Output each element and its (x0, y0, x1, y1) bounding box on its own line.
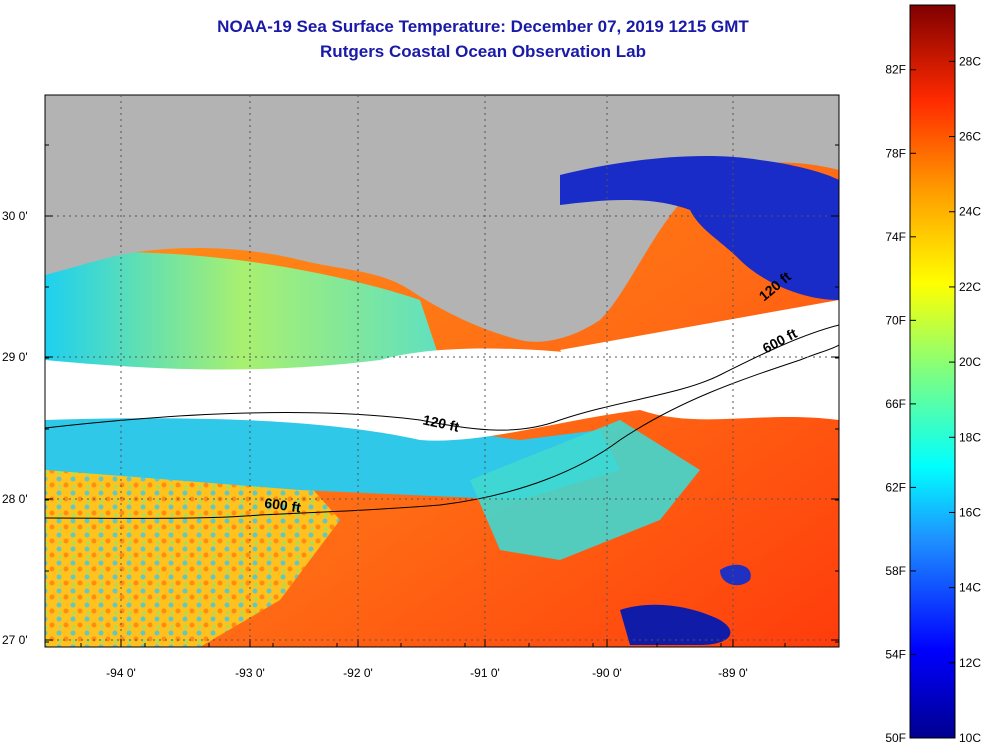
cold-patch-se (720, 564, 751, 586)
cold-patch-sw (620, 604, 731, 645)
lon-tick-label: -89 0' (718, 666, 748, 680)
lon-tick-label: -92 0' (343, 666, 373, 680)
cloud-area-east (560, 300, 839, 405)
colorbar-label-f: 58F (885, 564, 906, 578)
chart-title: NOAA-19 Sea Surface Temperature: Decembe… (217, 17, 749, 36)
colorbar-label-c: 14C (959, 581, 981, 595)
colorbar (909, 4, 956, 739)
colorbar-label-c: 18C (959, 430, 981, 444)
colorbar-label-f: 78F (885, 146, 906, 160)
lon-tick-label: -93 0' (235, 666, 265, 680)
lat-tick-label: 29 0' (2, 350, 28, 364)
lat-tick-label: 27 0' (2, 633, 28, 647)
lat-tick-label: 28 0' (2, 492, 28, 506)
graticule (45, 95, 839, 647)
colorbar-label-f: 50F (885, 731, 906, 745)
colorbar-label-f: 82F (885, 63, 906, 77)
colorbar-label-f: 54F (885, 647, 906, 661)
colorbar-label-c: 16C (959, 505, 981, 519)
contour-label: 600 ft (263, 495, 302, 516)
contour-label: 120 ft (421, 411, 460, 434)
colorbar-label-c: 28C (959, 54, 981, 68)
colorbar-label-f: 70F (885, 313, 906, 327)
cold-water-ne (560, 155, 839, 300)
colorbar-label-c: 26C (959, 130, 981, 144)
colorbar-label-c: 10C (959, 731, 981, 745)
cool-plume (470, 420, 700, 560)
colorbar-label-f: 66F (885, 397, 906, 411)
chart-subtitle: Rutgers Coastal Ocean Observation Lab (320, 42, 646, 61)
colorbar-label-c: 22C (959, 280, 981, 294)
cool-water (45, 252, 440, 380)
land-mass (45, 95, 839, 342)
latitude-labels: 30 0' 29 0' 28 0' 27 0' (2, 209, 28, 647)
colorbar-label-c: 20C (959, 355, 981, 369)
contour-120ft (45, 324, 839, 431)
colorbar-ticks: 82F 78F 74F 70F 66F 62F 58F 54F 50F 28C 26C 24C 22C 2… (885, 54, 981, 745)
map-imagery (45, 95, 839, 647)
colorbar-label-c: 12C (959, 656, 981, 670)
longitude-labels: -94 0' -93 0' -92 0' -91 0' -90 0' -89 0' (106, 666, 748, 680)
colorbar-label-f: 74F (885, 230, 906, 244)
colorbar-label-f: 62F (885, 480, 906, 494)
colorbar-label-c: 24C (959, 205, 981, 219)
lon-tick-label: -91 0' (470, 666, 500, 680)
lat-tick-label: 30 0' (2, 209, 28, 223)
map-frame (44, 94, 840, 648)
contour-600ft (45, 344, 839, 519)
lon-tick-label: -90 0' (592, 666, 622, 680)
lon-tick-label: -94 0' (106, 666, 136, 680)
